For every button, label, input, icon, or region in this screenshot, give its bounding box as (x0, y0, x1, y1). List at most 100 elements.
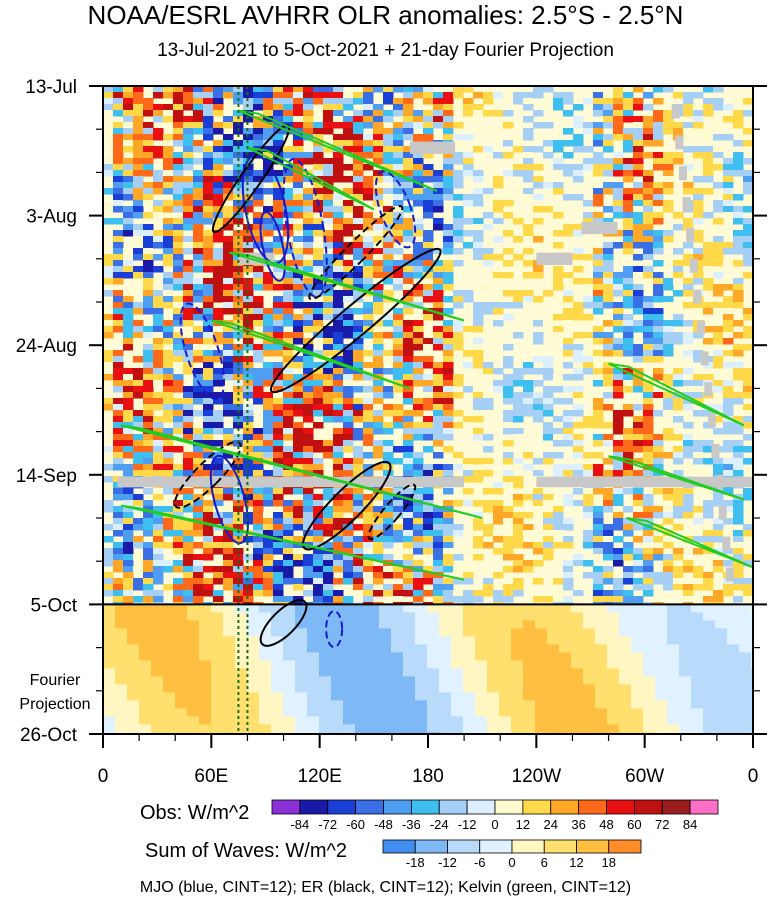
olr-cell (263, 98, 274, 105)
olr-cell (323, 398, 334, 405)
olr-cell (263, 500, 274, 507)
projection-cell (535, 676, 548, 685)
projection-cell (211, 716, 224, 725)
olr-cell (693, 374, 704, 381)
olr-cell (603, 332, 614, 339)
projection-cell (235, 604, 248, 613)
olr-cell (123, 92, 134, 99)
projection-cell (187, 724, 200, 733)
olr-cell (373, 320, 384, 327)
olr-cell (363, 506, 374, 513)
olr-cell (273, 440, 284, 447)
olr-cell (233, 470, 244, 477)
projection-cell (619, 660, 632, 669)
olr-cell (623, 374, 634, 381)
olr-cell (213, 578, 224, 585)
olr-cell (443, 170, 454, 177)
olr-cell (503, 518, 514, 525)
olr-cell (173, 224, 184, 231)
olr-cell (703, 284, 714, 291)
olr-cell (633, 566, 644, 573)
projection-cell (331, 604, 344, 613)
olr-cell (683, 398, 694, 405)
olr-cell (543, 356, 554, 363)
olr-cell (563, 500, 574, 507)
projection-cell (343, 668, 356, 677)
olr-cell (303, 590, 314, 597)
olr-cell (493, 206, 504, 213)
olr-cell (143, 542, 154, 549)
olr-cell (343, 104, 354, 111)
olr-cell (593, 356, 604, 363)
olr-cell (613, 548, 624, 555)
projection-cell (331, 652, 344, 661)
olr-cell (403, 542, 414, 549)
olr-cell (203, 326, 214, 333)
olr-cell (393, 134, 404, 141)
olr-cell (543, 206, 554, 213)
olr-cell (153, 422, 164, 429)
olr-cell (153, 266, 164, 273)
olr-cell (153, 326, 164, 333)
olr-cell (713, 404, 724, 411)
olr-cell (363, 302, 374, 309)
olr-cell (243, 92, 254, 99)
olr-cell (633, 386, 644, 393)
olr-cell (463, 386, 474, 393)
projection-cell (163, 628, 176, 637)
olr-cell (433, 524, 444, 531)
projection-cell (547, 708, 560, 717)
olr-cell (593, 110, 604, 117)
projection-cell (139, 604, 152, 613)
olr-cell (193, 386, 204, 393)
projection-cell (175, 660, 188, 669)
olr-cell (293, 92, 304, 99)
olr-cell (383, 254, 394, 261)
olr-cell (583, 200, 594, 207)
olr-cell (113, 578, 124, 585)
olr-cell (113, 380, 124, 387)
olr-cell (713, 362, 724, 369)
olr-cell (293, 518, 304, 525)
olr-cell (373, 338, 384, 345)
olr-cell (393, 206, 404, 213)
olr-cell (263, 404, 274, 411)
olr-cell (173, 122, 184, 129)
projection-cell (427, 644, 440, 653)
olr-cell (443, 188, 454, 195)
olr-cell (263, 230, 274, 237)
olr-cell (413, 86, 424, 93)
olr-cell (543, 404, 554, 411)
olr-cell (223, 584, 234, 591)
olr-cell (183, 410, 194, 417)
projection-cell (655, 660, 668, 669)
projection-cell (559, 692, 572, 701)
olr-cell (653, 284, 664, 291)
olr-cell (193, 146, 204, 153)
olr-cell (183, 578, 194, 585)
olr-cell (143, 470, 154, 477)
olr-cell (463, 200, 474, 207)
projection-cell (391, 604, 404, 613)
olr-cell (153, 428, 164, 435)
olr-cell (533, 110, 544, 117)
olr-cell (203, 422, 214, 429)
olr-cell (453, 338, 464, 345)
olr-cell (133, 440, 144, 447)
projection-cell (175, 604, 188, 613)
olr-cell (243, 290, 254, 297)
olr-cell (613, 326, 624, 333)
olr-cell (223, 134, 234, 141)
olr-cell (183, 308, 194, 315)
olr-cell (143, 230, 154, 237)
olr-cell (653, 134, 664, 141)
olr-cell (603, 116, 614, 123)
olr-cell (373, 392, 384, 399)
projection-cell (463, 612, 476, 621)
olr-cell (403, 350, 414, 357)
projection-cell (343, 660, 356, 669)
olr-cell (563, 374, 574, 381)
projection-cell (283, 604, 296, 613)
projection-cell (151, 668, 164, 677)
projection-cell (415, 716, 428, 725)
